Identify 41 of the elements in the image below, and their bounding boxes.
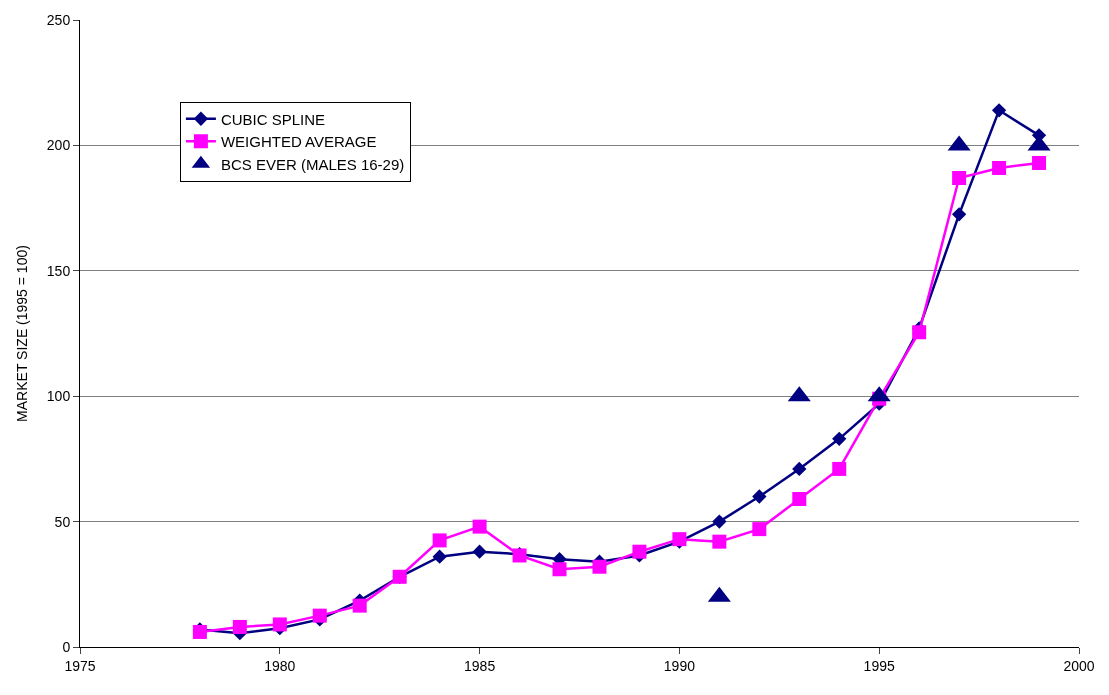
legend-label: BCS EVER (MALES 16-29) (220, 155, 405, 173)
point (712, 534, 727, 549)
y-tick-label: 0 (62, 638, 71, 655)
point (992, 160, 1007, 175)
point (712, 514, 727, 529)
point (312, 608, 327, 623)
point (552, 562, 567, 577)
point (592, 559, 607, 574)
point (832, 431, 847, 446)
point (952, 171, 967, 185)
y-tick-label: 50 (54, 513, 71, 530)
point (951, 207, 967, 222)
point (792, 461, 807, 477)
point (352, 598, 367, 613)
x-tick-label: 1990 (663, 657, 696, 674)
y-axis-title: MARKET SIZE (1995 = 100) (14, 245, 31, 422)
point (432, 549, 447, 564)
point (752, 489, 767, 504)
point (632, 544, 647, 559)
point (472, 519, 487, 534)
legend-label: WEIGHTED AVERAGE (220, 133, 377, 151)
x-tick-label: 1985 (464, 657, 496, 674)
point (792, 492, 807, 507)
point (272, 617, 287, 632)
point (1032, 155, 1047, 170)
y-tick-label: 150 (46, 262, 71, 279)
x-tick-label: 2000 (1063, 657, 1095, 674)
y-tick-label: 200 (46, 137, 71, 154)
y-tick-label: 100 (46, 388, 71, 405)
x-tick-label: 1995 (863, 657, 895, 674)
point (832, 461, 847, 476)
legend-label: CUBIC SPLINE (220, 110, 326, 128)
point (912, 325, 927, 340)
point (991, 103, 1007, 118)
x-tick-label: 1980 (264, 657, 296, 674)
x-tick-label: 1975 (64, 657, 96, 674)
point (752, 522, 767, 537)
y-tick-label: 250 (46, 11, 71, 28)
point (232, 619, 247, 634)
point (432, 533, 447, 548)
point (472, 544, 487, 559)
